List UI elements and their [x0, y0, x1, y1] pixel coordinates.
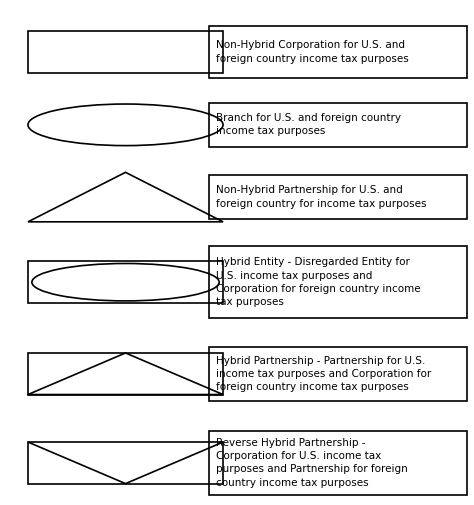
Text: Non-Hybrid Partnership for U.S. and
foreign country for income tax purposes: Non-Hybrid Partnership for U.S. and fore… — [216, 185, 427, 209]
Text: Hybrid Partnership - Partnership for U.S.
income tax purposes and Corporation fo: Hybrid Partnership - Partnership for U.S… — [216, 356, 431, 392]
Text: Hybrid Entity - Disregarded Entity for
U.S. income tax purposes and
Corporation : Hybrid Entity - Disregarded Entity for U… — [216, 258, 421, 307]
Text: Reverse Hybrid Partnership -
Corporation for U.S. income tax
purposes and Partne: Reverse Hybrid Partnership - Corporation… — [216, 438, 408, 488]
Text: Non-Hybrid Corporation for U.S. and
foreign country income tax purposes: Non-Hybrid Corporation for U.S. and fore… — [216, 40, 409, 64]
Text: Branch for U.S. and foreign country
income tax purposes: Branch for U.S. and foreign country inco… — [216, 113, 401, 136]
